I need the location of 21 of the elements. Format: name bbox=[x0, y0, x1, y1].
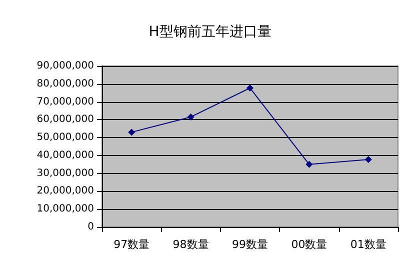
y-tick-label: 30,000,000 bbox=[36, 168, 94, 179]
y-tick-label: 20,000,000 bbox=[36, 186, 94, 197]
x-tick-label: 98数量 bbox=[172, 238, 209, 251]
y-tick-label: 0 bbox=[88, 222, 94, 232]
point bbox=[306, 160, 313, 168]
y-tick-label: 60,000,000 bbox=[36, 114, 94, 126]
chart-title: H型钢前五年进口量 bbox=[148, 24, 272, 40]
x-tick-label: 00数量 bbox=[291, 238, 328, 251]
y-tick-label: 10,000,000 bbox=[36, 204, 94, 215]
point bbox=[246, 84, 254, 92]
point bbox=[364, 156, 372, 164]
y-tick-label: 40,000,000 bbox=[36, 150, 94, 161]
x-tick-label: 99数量 bbox=[232, 238, 268, 251]
y-tick-label: 50,000,000 bbox=[36, 132, 94, 144]
x-tick-label: 97数量 bbox=[114, 238, 150, 251]
point bbox=[128, 128, 136, 136]
x-tick-label: 01数量 bbox=[350, 238, 386, 251]
y-tick-label: 80,000,000 bbox=[36, 78, 94, 90]
y-tick-label: 70,000,000 bbox=[36, 96, 94, 108]
y-tick-label: 90,000,000 bbox=[36, 60, 94, 72]
point bbox=[187, 113, 194, 120]
